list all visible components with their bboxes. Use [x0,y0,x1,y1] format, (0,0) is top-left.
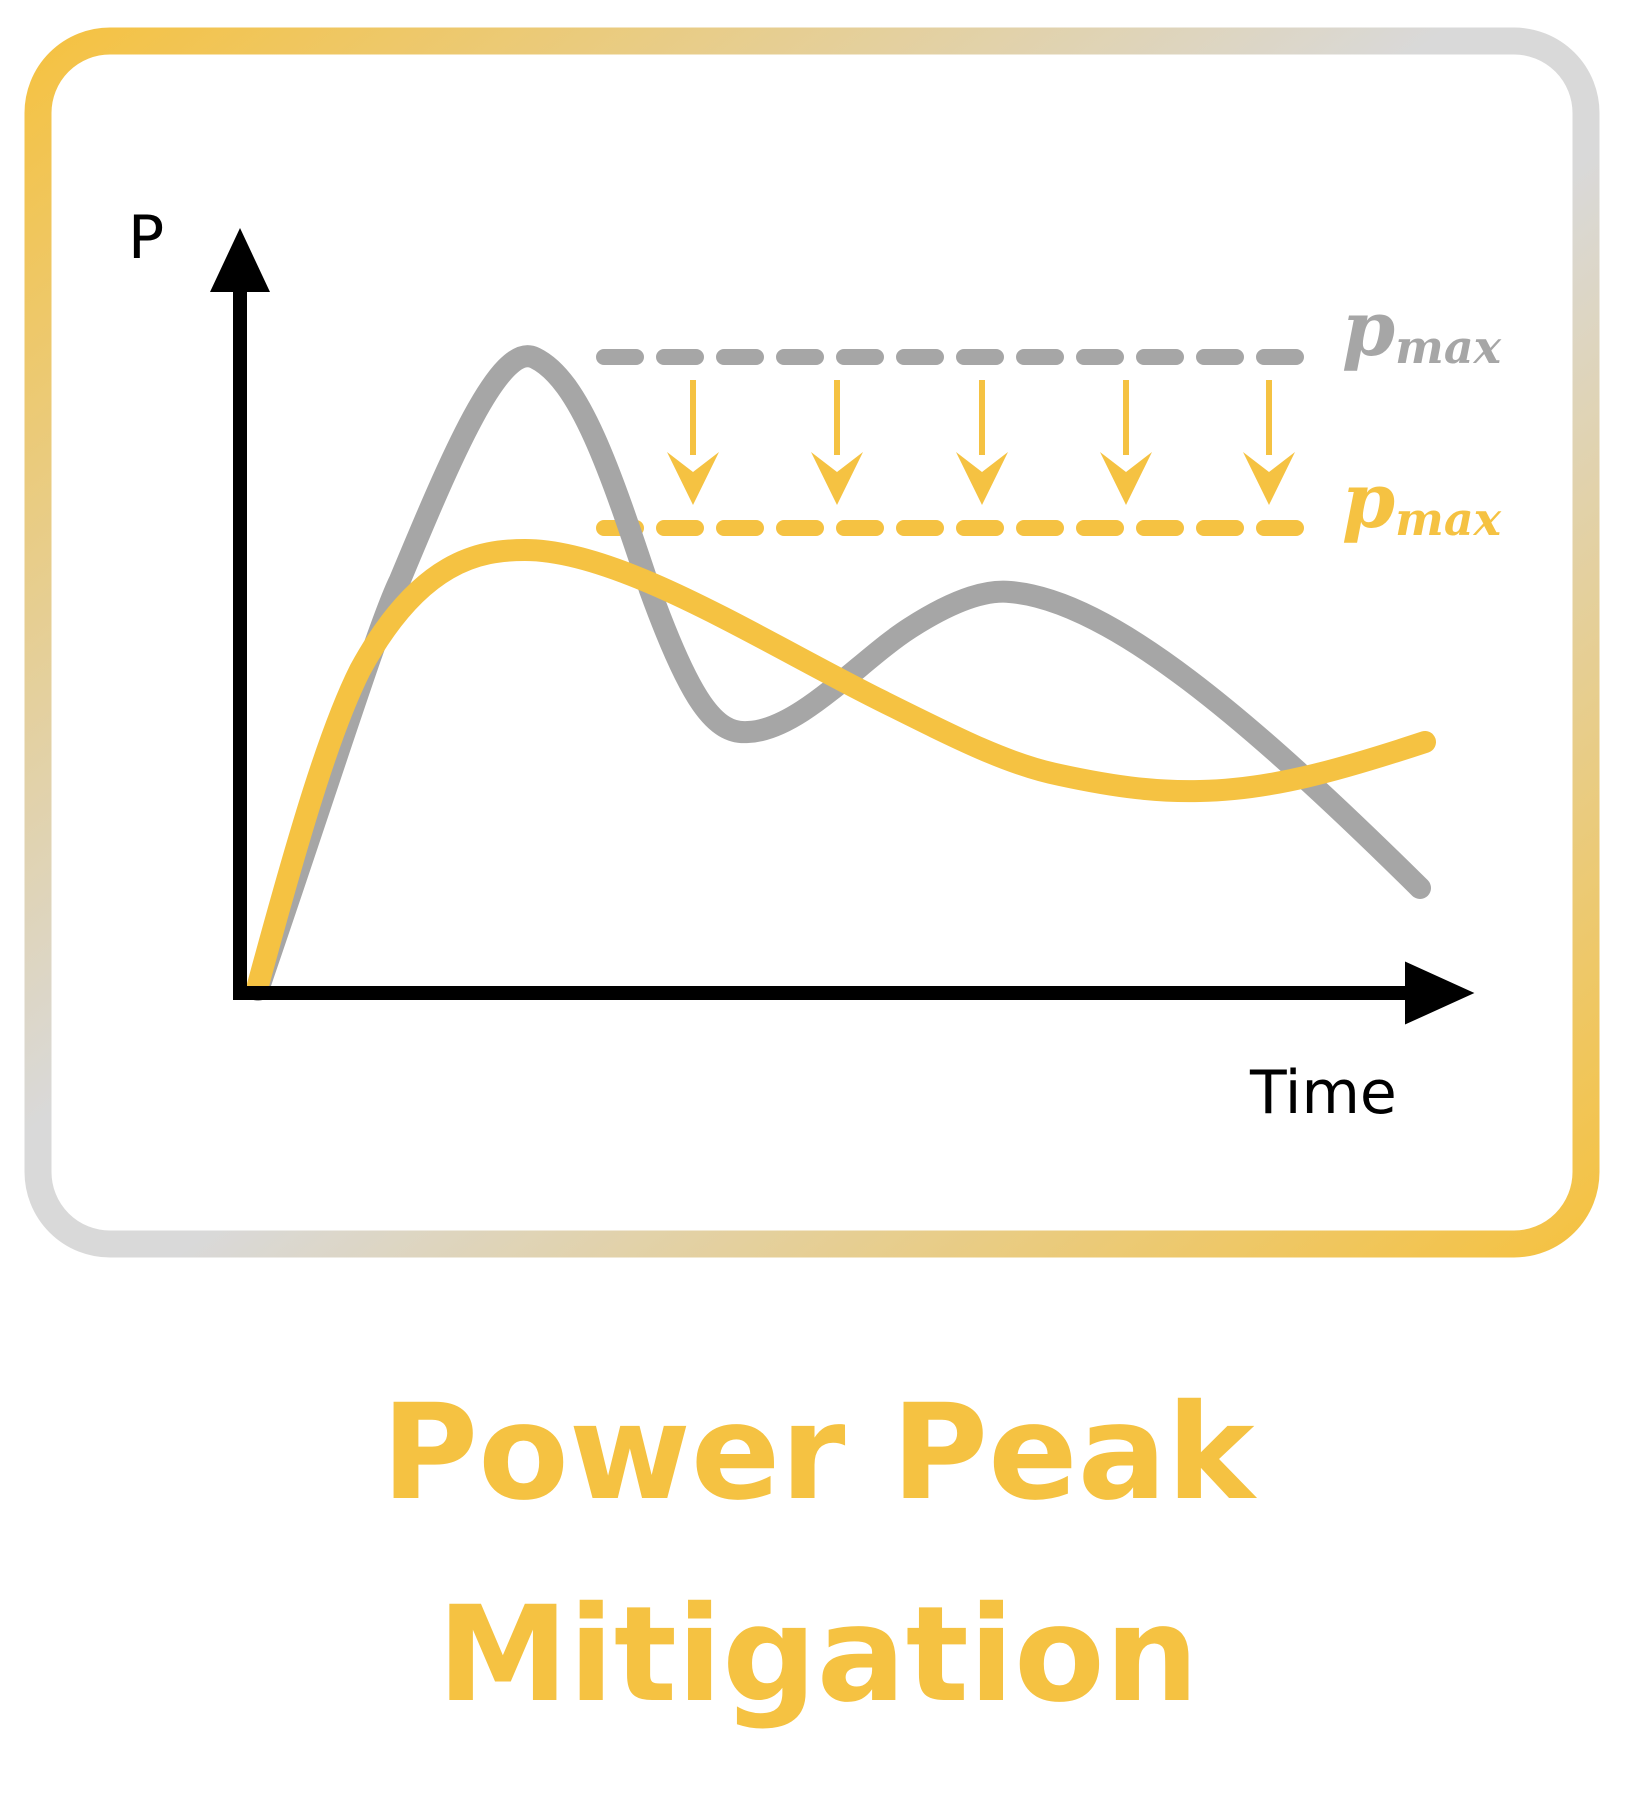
x-axis-label: Time [1249,1058,1397,1128]
y-axis-label: P [128,203,164,273]
y-axis-arrowhead [210,228,270,292]
reduction-arrow [1100,380,1152,505]
limit-reduction-arrows [667,380,1295,505]
reduction-arrow [1243,380,1295,505]
reduction-arrow [811,380,863,505]
x-axis-arrowhead [1405,961,1475,1025]
caption-line-1: Power Peak [381,1376,1257,1530]
reduction-arrow [956,380,1008,505]
axes [210,228,1475,1025]
original-power-curve [247,345,1431,1001]
original-limit-label: pmax [1342,284,1502,374]
mitigated-power-curve [247,539,1436,996]
original-limit-symbol: p [1342,284,1395,373]
diagram-frame [24,27,1600,1258]
reduction-arrow [667,380,719,505]
caption-line-2: Mitigation [437,1578,1199,1732]
original-limit-subscript: max [1395,320,1501,374]
reduced-limit-subscript: max [1395,492,1501,546]
reduced-limit-symbol: p [1342,456,1395,545]
reduced-limit-label: pmax [1342,456,1502,546]
